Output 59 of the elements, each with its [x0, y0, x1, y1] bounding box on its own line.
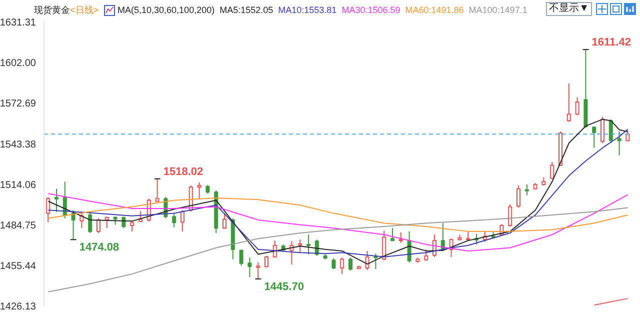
candlestick: [550, 161, 554, 180]
y-tick-label: 1543.38: [0, 139, 36, 150]
y-tick-label: 1631.31: [0, 18, 36, 29]
candlestick: [197, 182, 202, 200]
text: MA60:1491.86: [405, 5, 464, 15]
text: 不显示▼: [546, 2, 592, 16]
candlestick: [222, 212, 226, 230]
candlestick: [600, 116, 604, 144]
candlestick: [424, 248, 428, 262]
y-tick-label: 1426.13: [0, 302, 36, 313]
candlestick: [298, 239, 302, 254]
text: MA100:1497.1: [468, 5, 528, 15]
candlestick: [617, 131, 622, 156]
text: MA10:1553.81: [278, 5, 337, 15]
candlestick: [508, 204, 512, 227]
candlestick: [172, 212, 176, 228]
y-tick-label: 1484.75: [0, 220, 36, 232]
candlestick: [626, 130, 630, 142]
line-series: [48, 197, 628, 232]
annotation: 1611.42: [592, 36, 631, 49]
legend-title: MA(5,10,30,60,100,200): [118, 5, 215, 15]
candlestick: [104, 216, 109, 229]
y-tick-label: 1572.69: [0, 98, 36, 110]
candlestick: [592, 126, 596, 148]
chart-subtitle: <日线>: [70, 4, 99, 14]
line-series: [48, 207, 628, 292]
candlestick: [608, 118, 613, 144]
candlestick: [524, 184, 529, 196]
candlestick: [348, 257, 352, 272]
candlestick: [256, 262, 260, 280]
candlestick: [566, 82, 571, 122]
candlestick: [575, 96, 580, 116]
candlestick: [80, 211, 84, 229]
candlestick: [54, 188, 58, 213]
candlestick: [440, 222, 445, 251]
annotation: 1445.70: [264, 280, 304, 293]
line-series: [48, 193, 628, 252]
y-tick-label: 1514.06: [0, 180, 36, 191]
text: MA30:1506.59: [342, 5, 400, 15]
candlestick: [180, 210, 184, 232]
text: MA5:1552.05: [220, 5, 274, 15]
candlestick: [365, 250, 370, 271]
y-tick-label: 1602.00: [0, 58, 36, 70]
candlestick: [306, 234, 310, 255]
candlestick: [398, 232, 403, 244]
annotation: 1518.02: [163, 166, 204, 178]
candlestick: [155, 178, 160, 202]
candlestick: [239, 248, 244, 266]
y-tick-label: 1455.44: [0, 260, 36, 272]
candlestick: [264, 255, 268, 268]
annotation: 1474.08: [79, 242, 120, 254]
candlestick: [390, 228, 394, 242]
candlestick: [332, 258, 336, 270]
candlestick: [248, 257, 252, 278]
candlestick: [516, 184, 520, 208]
candlestick: [88, 211, 92, 234]
candlestick: [96, 218, 100, 234]
candlestick: [130, 220, 134, 232]
candlestick: [340, 257, 344, 274]
